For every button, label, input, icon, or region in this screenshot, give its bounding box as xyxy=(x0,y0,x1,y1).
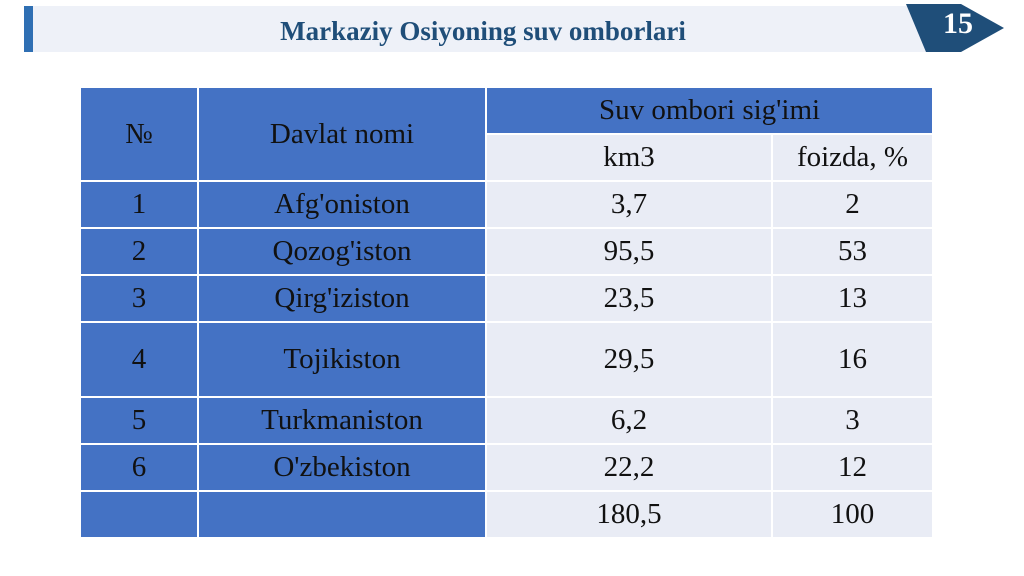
row-percent: 3 xyxy=(770,396,935,445)
row-km3: 3,7 xyxy=(485,180,773,229)
row-country: Qozog'iston xyxy=(197,227,487,276)
header-percent: foizda, % xyxy=(770,133,935,182)
row-number: 1 xyxy=(79,180,199,229)
row-country: Qirg'iziston xyxy=(197,274,487,323)
row-number: 5 xyxy=(79,396,199,445)
row-country: O'zbekiston xyxy=(197,443,487,492)
row-number: 4 xyxy=(79,321,199,398)
header-km3: km3 xyxy=(485,133,773,182)
row-country: Tojikiston xyxy=(197,321,487,398)
row-km3: 95,5 xyxy=(485,227,773,276)
row-km3: 29,5 xyxy=(485,321,773,398)
row-percent: 12 xyxy=(770,443,935,492)
row-percent: 16 xyxy=(770,321,935,398)
total-km3: 180,5 xyxy=(485,490,773,539)
total-number xyxy=(79,490,199,539)
page-number: 15 xyxy=(943,7,973,40)
table-row: 3 Qirg'iziston 23,5 13 xyxy=(79,274,935,323)
reservoir-table: № Davlat nomi Suv ombori sig'imi km3 foi… xyxy=(79,86,935,539)
row-km3: 6,2 xyxy=(485,396,773,445)
chevron-badge-icon xyxy=(906,4,1006,54)
title-bar xyxy=(24,6,954,52)
slide-title: Markaziy Osiyoning suv omborlari xyxy=(280,16,686,46)
table-row: 6 O'zbekiston 22,2 12 xyxy=(79,443,935,492)
row-number: 6 xyxy=(79,443,199,492)
header-number: № xyxy=(79,86,199,182)
row-number: 3 xyxy=(79,274,199,323)
table-total-row: 180,5 100 xyxy=(79,490,935,539)
total-percent: 100 xyxy=(770,490,935,539)
table-header-row: № Davlat nomi Suv ombori sig'imi xyxy=(79,86,935,182)
row-percent: 2 xyxy=(770,180,935,229)
row-country: Afg'oniston xyxy=(197,180,487,229)
total-country xyxy=(197,490,487,539)
title-accent-bar xyxy=(24,6,33,52)
table-subheader-row: km3 foizda, % xyxy=(80,133,935,182)
row-number: 2 xyxy=(79,227,199,276)
row-km3: 23,5 xyxy=(485,274,773,323)
table-row: 5 Turkmaniston 6,2 3 xyxy=(79,396,935,445)
header-capacity-group: Suv ombori sig'imi xyxy=(484,86,935,135)
row-country: Turkmaniston xyxy=(197,396,487,445)
row-percent: 53 xyxy=(770,227,935,276)
row-percent: 13 xyxy=(770,274,935,323)
table-row: 1 Afg'oniston 3,7 2 xyxy=(79,180,935,229)
header-country: Davlat nomi xyxy=(197,86,487,182)
row-km3: 22,2 xyxy=(485,443,773,492)
table-row: 4 Tojikiston 29,5 16 xyxy=(79,321,935,398)
table-row: 2 Qozog'iston 95,5 53 xyxy=(79,227,935,276)
